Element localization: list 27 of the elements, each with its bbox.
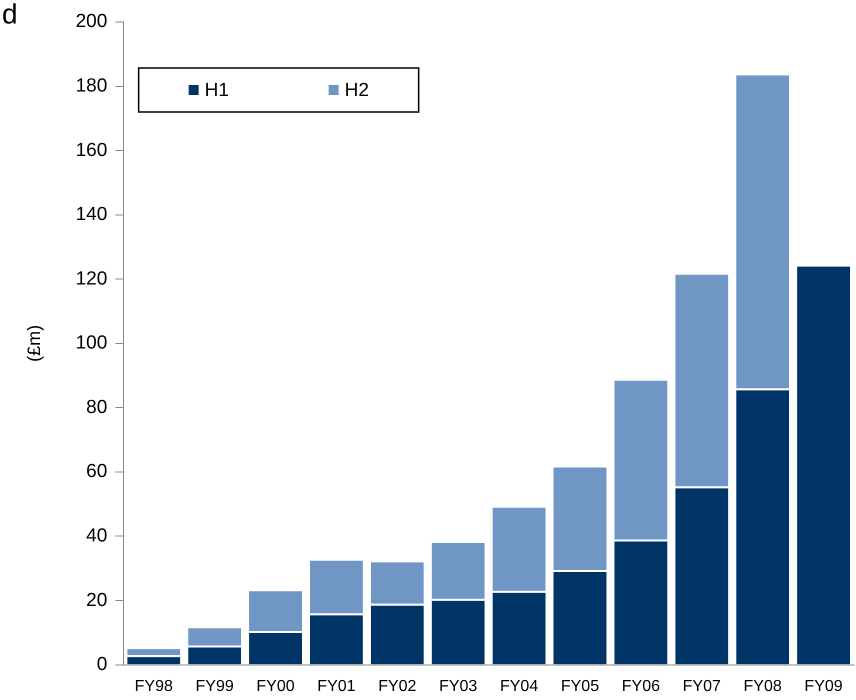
x-tick-label: FY01 [317,678,356,695]
y-tick-label: 20 [86,590,108,611]
y-tick-label: 180 [76,76,108,97]
text: d [2,0,18,30]
y-axis-title: (£m) [24,324,44,362]
y-tick-label: 120 [76,268,108,290]
x-tick-label: FY98 [134,678,173,695]
x-tick-label: FY07 [682,678,721,695]
y-tick-label: 200 [76,11,108,32]
y-tick-label: 140 [76,204,108,226]
y-tick-label: 100 [76,332,108,354]
x-tick-label: FY03 [439,678,478,695]
x-tick-label: FY99 [196,678,234,695]
y-tick-label: 60 [86,461,108,482]
x-tick-label: FY04 [500,678,538,695]
legend-label: H1 [204,80,229,102]
x-tick-label: FY08 [744,678,782,695]
y-tick-label: 40 [86,525,108,546]
y-tick-label: 0 [96,654,108,676]
x-tick-label: FY05 [560,678,600,695]
x-tick-label: FY02 [378,678,417,695]
x-tick-label: FY09 [804,678,843,695]
x-tick-label: FY06 [622,678,660,695]
legend-label: H2 [344,80,369,102]
y-tick-label: 80 [86,396,108,418]
x-tick-label: FY00 [256,678,295,695]
y-tick-label: 160 [76,140,108,161]
